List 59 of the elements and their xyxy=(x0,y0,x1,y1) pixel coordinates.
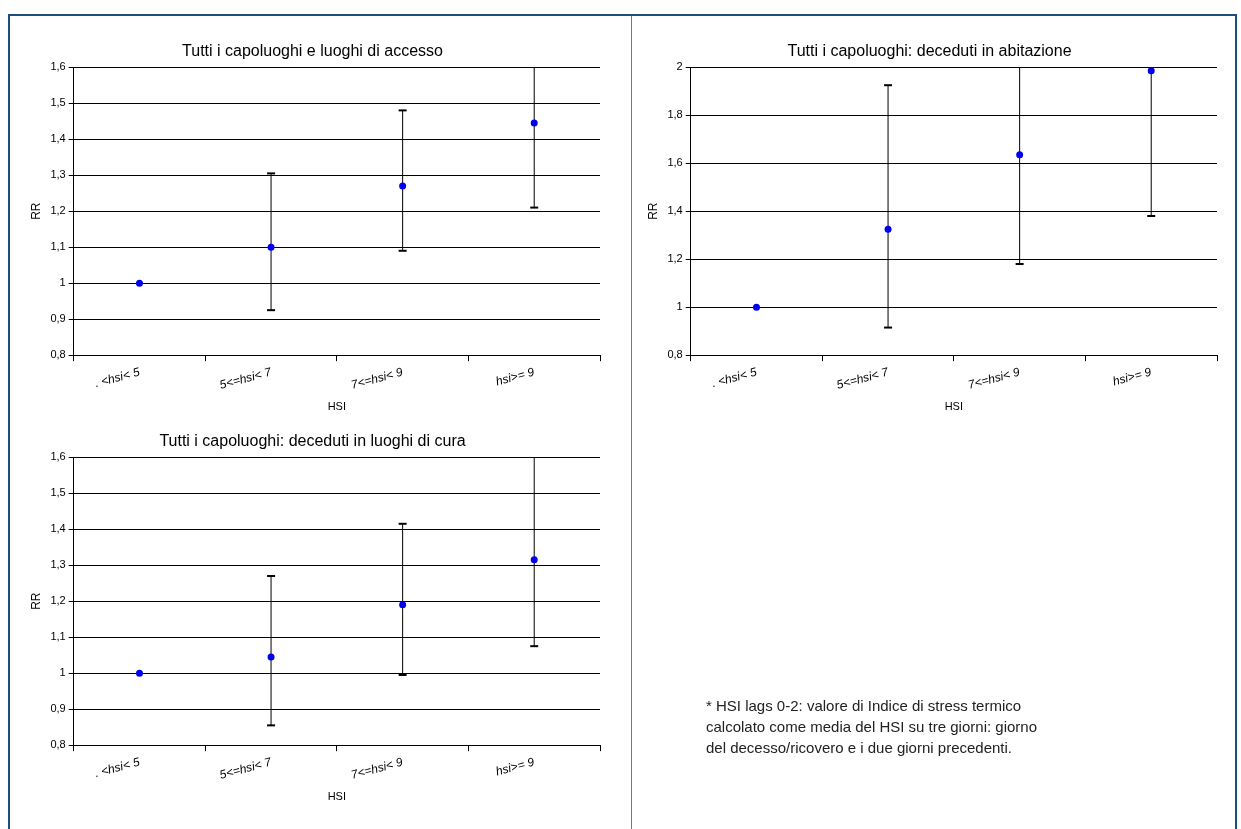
x-tick-label: hsi>= 9 xyxy=(494,754,537,779)
y-tick-label: 1,5 xyxy=(50,96,66,109)
point xyxy=(884,225,892,233)
y-tick-label: 1 xyxy=(676,300,683,313)
x-tick-label: 7<=hsi< 9 xyxy=(349,364,405,392)
y-tick-label: 1,1 xyxy=(50,240,66,253)
chart-title: Tutti i capoluoghi: deceduti in luoghi di cura xyxy=(159,432,466,450)
y-tick-label: 1,2 xyxy=(50,204,66,217)
x-tick-label: hsi>= 9 xyxy=(1111,364,1154,389)
point xyxy=(135,669,143,677)
y-tick-label: 1 xyxy=(59,276,66,289)
point xyxy=(267,243,275,251)
point xyxy=(530,119,538,127)
y-axis-title: RR xyxy=(28,202,43,220)
point xyxy=(752,303,760,311)
x-tick-label: . <hsi< 5 xyxy=(710,364,759,391)
point xyxy=(1147,67,1155,75)
x-tick-label: . <hsi< 5 xyxy=(93,364,142,391)
point xyxy=(530,556,538,564)
y-tick-label: 0,8 xyxy=(50,348,66,361)
point xyxy=(267,653,275,661)
point xyxy=(399,182,407,190)
y-tick-label: 1,4 xyxy=(50,522,66,535)
x-axis-title: HSI xyxy=(944,400,964,413)
x-tick-label: . <hsi< 5 xyxy=(93,754,142,781)
y-tick-label: 1,4 xyxy=(667,204,683,217)
y-tick-label: 1 xyxy=(59,666,66,679)
y-axis-title: RR xyxy=(28,592,43,610)
y-tick-label: 0,9 xyxy=(50,312,66,325)
y-tick-label: 0,8 xyxy=(667,348,683,361)
chart-title: Tutti i capoluoghi: deceduti in abitazione xyxy=(787,42,1072,60)
y-tick-label: 1,3 xyxy=(50,558,66,571)
y-tick-label: 1,8 xyxy=(667,108,683,121)
x-tick-label: 7<=hsi< 9 xyxy=(966,364,1022,392)
y-tick-label: 1,6 xyxy=(50,450,66,463)
x-tick-label: hsi>= 9 xyxy=(494,364,537,389)
y-tick-label: 1,6 xyxy=(667,156,683,169)
y-tick-label: 1,6 xyxy=(50,60,66,73)
y-tick-label: 2 xyxy=(676,60,683,73)
y-tick-label: 1,5 xyxy=(50,486,66,499)
y-axis-title: RR xyxy=(645,202,660,220)
y-tick-label: 1,4 xyxy=(50,132,66,145)
x-tick-label: 5<=hsi< 7 xyxy=(217,754,274,782)
x-axis-title: HSI xyxy=(327,790,347,803)
x-tick-label: 5<=hsi< 7 xyxy=(217,364,274,392)
y-tick-label: 0,8 xyxy=(50,738,66,751)
text: * HSI lags 0-2: valore di Indice di stress termico calcolato come media del HSI su tre giorni: giorno del decesso/ricovero e i due giorni precedenti. xyxy=(706,696,1038,758)
point xyxy=(135,279,143,287)
point xyxy=(399,601,407,609)
y-tick-label: 0,9 xyxy=(50,702,66,715)
y-tick-label: 1,1 xyxy=(50,630,66,643)
y-tick-label: 1,2 xyxy=(667,252,683,265)
x-axis-title: HSI xyxy=(327,400,347,413)
x-tick-label: 7<=hsi< 9 xyxy=(349,754,405,782)
chart-title: Tutti i capoluoghi e luoghi di accesso xyxy=(182,42,444,60)
point xyxy=(1016,151,1024,159)
x-tick-label: 5<=hsi< 7 xyxy=(834,364,891,392)
y-tick-label: 1,2 xyxy=(50,594,66,607)
y-tick-label: 1,3 xyxy=(50,168,66,181)
